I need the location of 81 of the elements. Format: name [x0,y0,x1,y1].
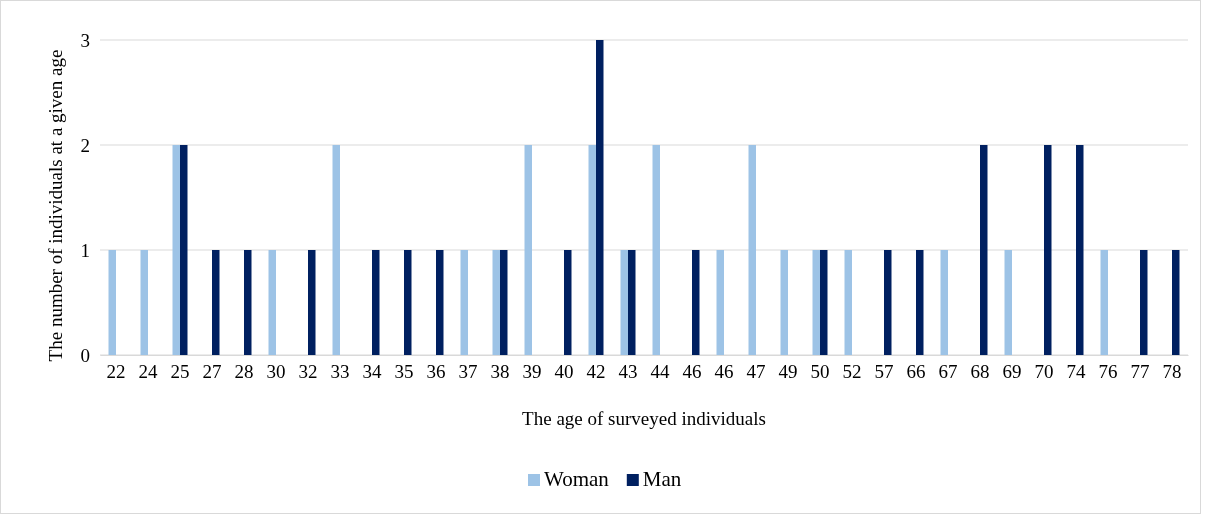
bar [916,250,924,355]
bar [372,250,380,355]
x-tick-label: 25 [170,361,190,383]
bar [940,250,948,355]
bar [748,145,756,355]
x-tick-label: 50 [810,361,830,383]
bar [404,250,412,355]
x-tick-label: 76 [1098,361,1118,383]
bar [500,250,508,355]
bar [780,250,788,355]
x-tick-label: 40 [554,361,574,383]
bar [268,250,276,355]
bar [332,145,340,355]
x-tick-label: 77 [1130,361,1150,383]
bar [180,145,188,355]
y-tick-label: 2 [80,134,90,156]
bar [492,250,500,355]
bar [588,145,596,355]
bar [1076,145,1084,355]
bar [652,145,660,355]
x-tick-label: 70 [1034,361,1054,383]
x-tick-label: 33 [330,361,350,383]
x-tick-label: 78 [1162,361,1182,383]
x-tick-label: 46 [682,361,702,383]
bar [884,250,892,355]
bar [460,250,468,355]
x-axis-title: The age of surveyed individuals [522,408,766,429]
bar [1140,250,1148,355]
bar [716,250,724,355]
x-tick-label: 66 [906,361,926,383]
x-tick-label: 38 [490,361,510,383]
x-tick-label: 30 [266,361,286,383]
x-tick-label: 44 [650,361,670,383]
x-tick-label: 27 [202,361,222,383]
x-tick-label: 32 [298,361,318,383]
bar [244,250,252,355]
x-tick-label: 57 [874,361,894,383]
x-tick-label: 47 [746,361,766,383]
bar [1044,145,1052,355]
bar [596,40,604,355]
bar [308,250,316,355]
x-tick-label: 36 [426,361,446,383]
x-tick-label: 39 [522,361,542,383]
bar [628,250,636,355]
x-tick-label: 68 [970,361,990,383]
y-tick-label: 3 [80,29,90,51]
x-tick-label: 69 [1002,361,1022,383]
bar [108,250,116,355]
x-tick-label: 52 [842,361,862,383]
bar [844,250,852,355]
bar [436,250,444,355]
bar [1100,250,1108,355]
x-tick-label: 46 [714,361,734,383]
bar [620,250,628,355]
bar [172,145,180,355]
y-tick-label: 1 [80,239,90,261]
y-axis-title: The number of individuals at a given age [45,49,66,362]
y-tick-label: 0 [80,344,90,366]
x-tick-label: 28 [234,361,254,383]
x-tick-label: 34 [362,361,382,383]
x-tick-label: 24 [138,361,158,383]
bar [564,250,572,355]
x-tick-label: 35 [394,361,414,383]
legend-label: Man [642,467,682,491]
x-tick-label: 49 [778,361,798,383]
legend-label: Woman [544,467,610,491]
bar [980,145,988,355]
x-tick-label: 74 [1066,361,1086,383]
bar [212,250,220,355]
bar [692,250,700,355]
bar [820,250,828,355]
x-tick-label: 43 [618,361,638,383]
x-tick-label: 22 [106,361,126,383]
bar [1004,250,1012,355]
bar [812,250,820,355]
x-tick-label: 67 [938,361,958,383]
x-tick-label: 42 [586,361,606,383]
x-tick-label: 37 [458,361,478,383]
bar [1172,250,1180,355]
bar [140,250,148,355]
bar [524,145,532,355]
